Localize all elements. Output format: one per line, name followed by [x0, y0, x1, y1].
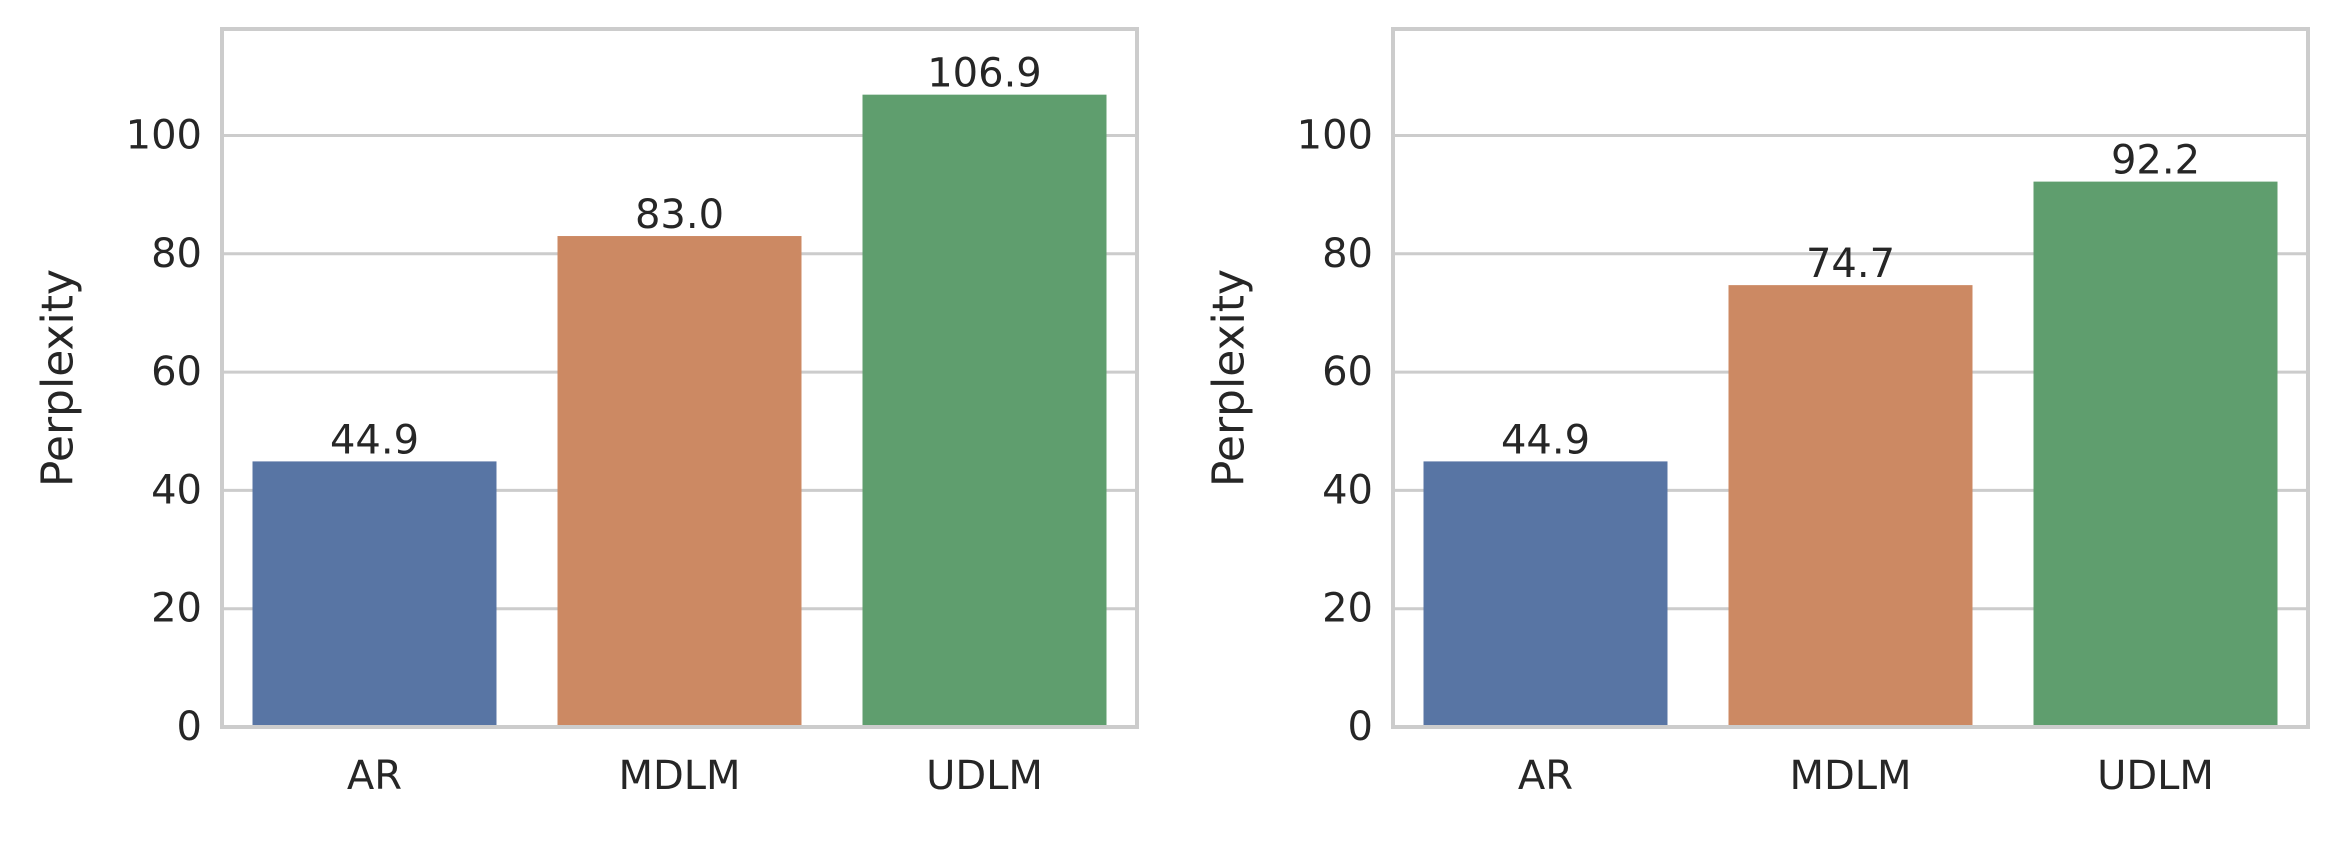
- y-tick-label: 0: [1348, 704, 1373, 750]
- y-tick-label: 40: [1322, 467, 1373, 513]
- plot-frame: [220, 27, 1139, 729]
- y-tick-label: 100: [1297, 112, 1373, 158]
- x-tick-label: AR: [347, 753, 402, 799]
- chart-panel-2: 0 20 40 60 80 100 44.9 AR 74.7 MDLM 92.2 UDLM Perple…: [1204, 27, 2310, 799]
- x-tick-label: UDLM: [926, 753, 1043, 799]
- plot-frame: [1391, 27, 2310, 729]
- y-tick-label: 40: [151, 467, 202, 513]
- y-tick-label: 80: [151, 231, 202, 277]
- y-axis-label: Perplexity: [33, 269, 84, 487]
- bar-value-label: 74.7: [1806, 241, 1895, 287]
- y-tick-label: 60: [1322, 349, 1373, 395]
- bar-mdlm: [1728, 285, 1973, 727]
- bar-udlm: [862, 94, 1107, 728]
- bar-ar: [1423, 461, 1668, 727]
- y-tick-label: 100: [126, 112, 202, 158]
- bar-udlm: [2033, 181, 2278, 728]
- bar-value-label: 92.2: [2111, 138, 2200, 184]
- y-tick-label: 60: [151, 349, 202, 395]
- x-tick-label: UDLM: [2097, 753, 2214, 799]
- x-tick-label: MDLM: [1789, 753, 1911, 799]
- bar-value-label: 44.9: [330, 417, 419, 463]
- y-axis-label: Perplexity: [1204, 269, 1255, 487]
- y-tick-label: 20: [1322, 586, 1373, 632]
- bar-value-label: 44.9: [1501, 417, 1590, 463]
- x-tick-label: AR: [1518, 753, 1573, 799]
- y-tick-label: 80: [1322, 231, 1373, 277]
- y-tick-label: 0: [177, 704, 202, 750]
- bar-mdlm: [557, 236, 802, 727]
- bar-value-label: 83.0: [635, 192, 724, 238]
- bar-ar: [252, 461, 497, 727]
- y-tick-label: 20: [151, 586, 202, 632]
- chart-panel-1: 0 20 40 60 80 100 44.9 AR 83.0 MDLM 106.9 UDLM Perpl…: [33, 27, 1139, 799]
- x-tick-label: MDLM: [618, 753, 740, 799]
- bar-value-label: 106.9: [927, 51, 1042, 97]
